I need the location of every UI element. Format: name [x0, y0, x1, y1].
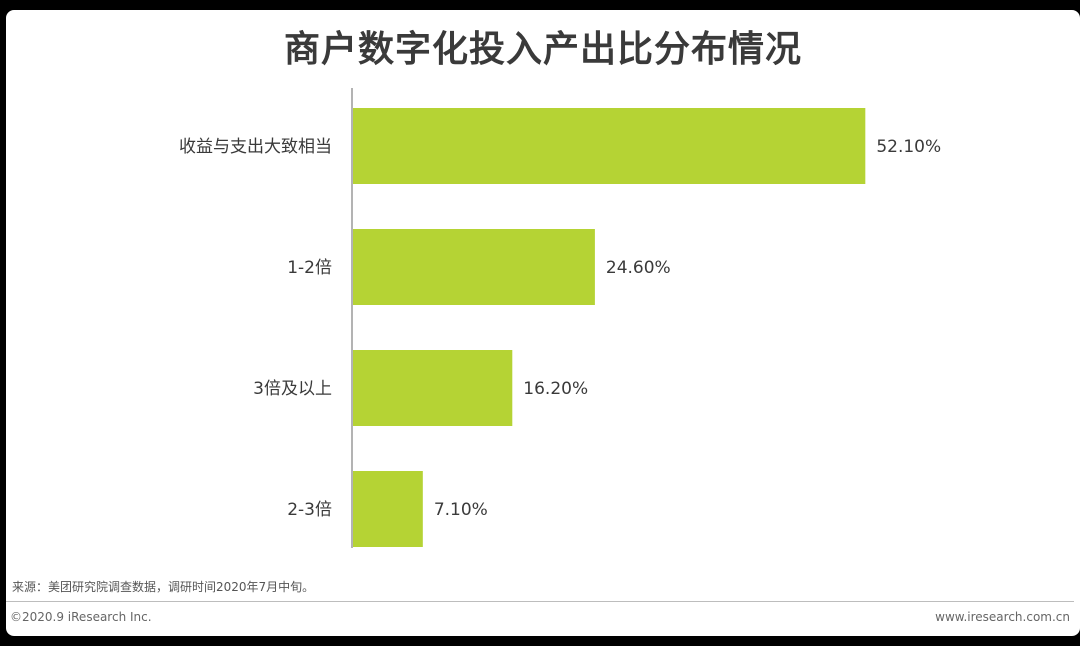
category-label-3: 2-3倍 — [287, 500, 332, 520]
bar-1 — [353, 229, 595, 305]
bar-chart: 收益与支出大致相当 52.10% 1-2倍 24.60% 3倍及以上 16.20% 2-3倍… — [179, 88, 941, 548]
chart-title: 商户数字化投入产出比分布情况 — [283, 29, 802, 70]
value-label-0: 52.10% — [876, 137, 941, 157]
copyright-text: ©2020.9 iResearch Inc. — [10, 610, 152, 624]
value-label-2: 16.20% — [523, 379, 588, 399]
bar-0 — [353, 108, 866, 184]
category-label-2: 3倍及以上 — [253, 379, 332, 399]
footer-divider — [6, 601, 1074, 602]
chart-frame: 商户数字化投入产出比分布情况 收益与支出大致相当 52.10% 1-2倍 24.60%… — [6, 10, 1080, 636]
website-text: www.iresearch.com.cn — [935, 610, 1070, 624]
value-label-3: 7.10% — [434, 500, 488, 520]
bar-2 — [353, 350, 513, 426]
source-note: 来源：美团研究院调查数据，调研时间2020年7月中旬。 — [12, 580, 315, 594]
category-label-1: 1-2倍 — [287, 258, 332, 278]
category-label-0: 收益与支出大致相当 — [179, 137, 332, 157]
value-label-1: 24.60% — [606, 258, 671, 278]
bar-3 — [353, 471, 423, 547]
